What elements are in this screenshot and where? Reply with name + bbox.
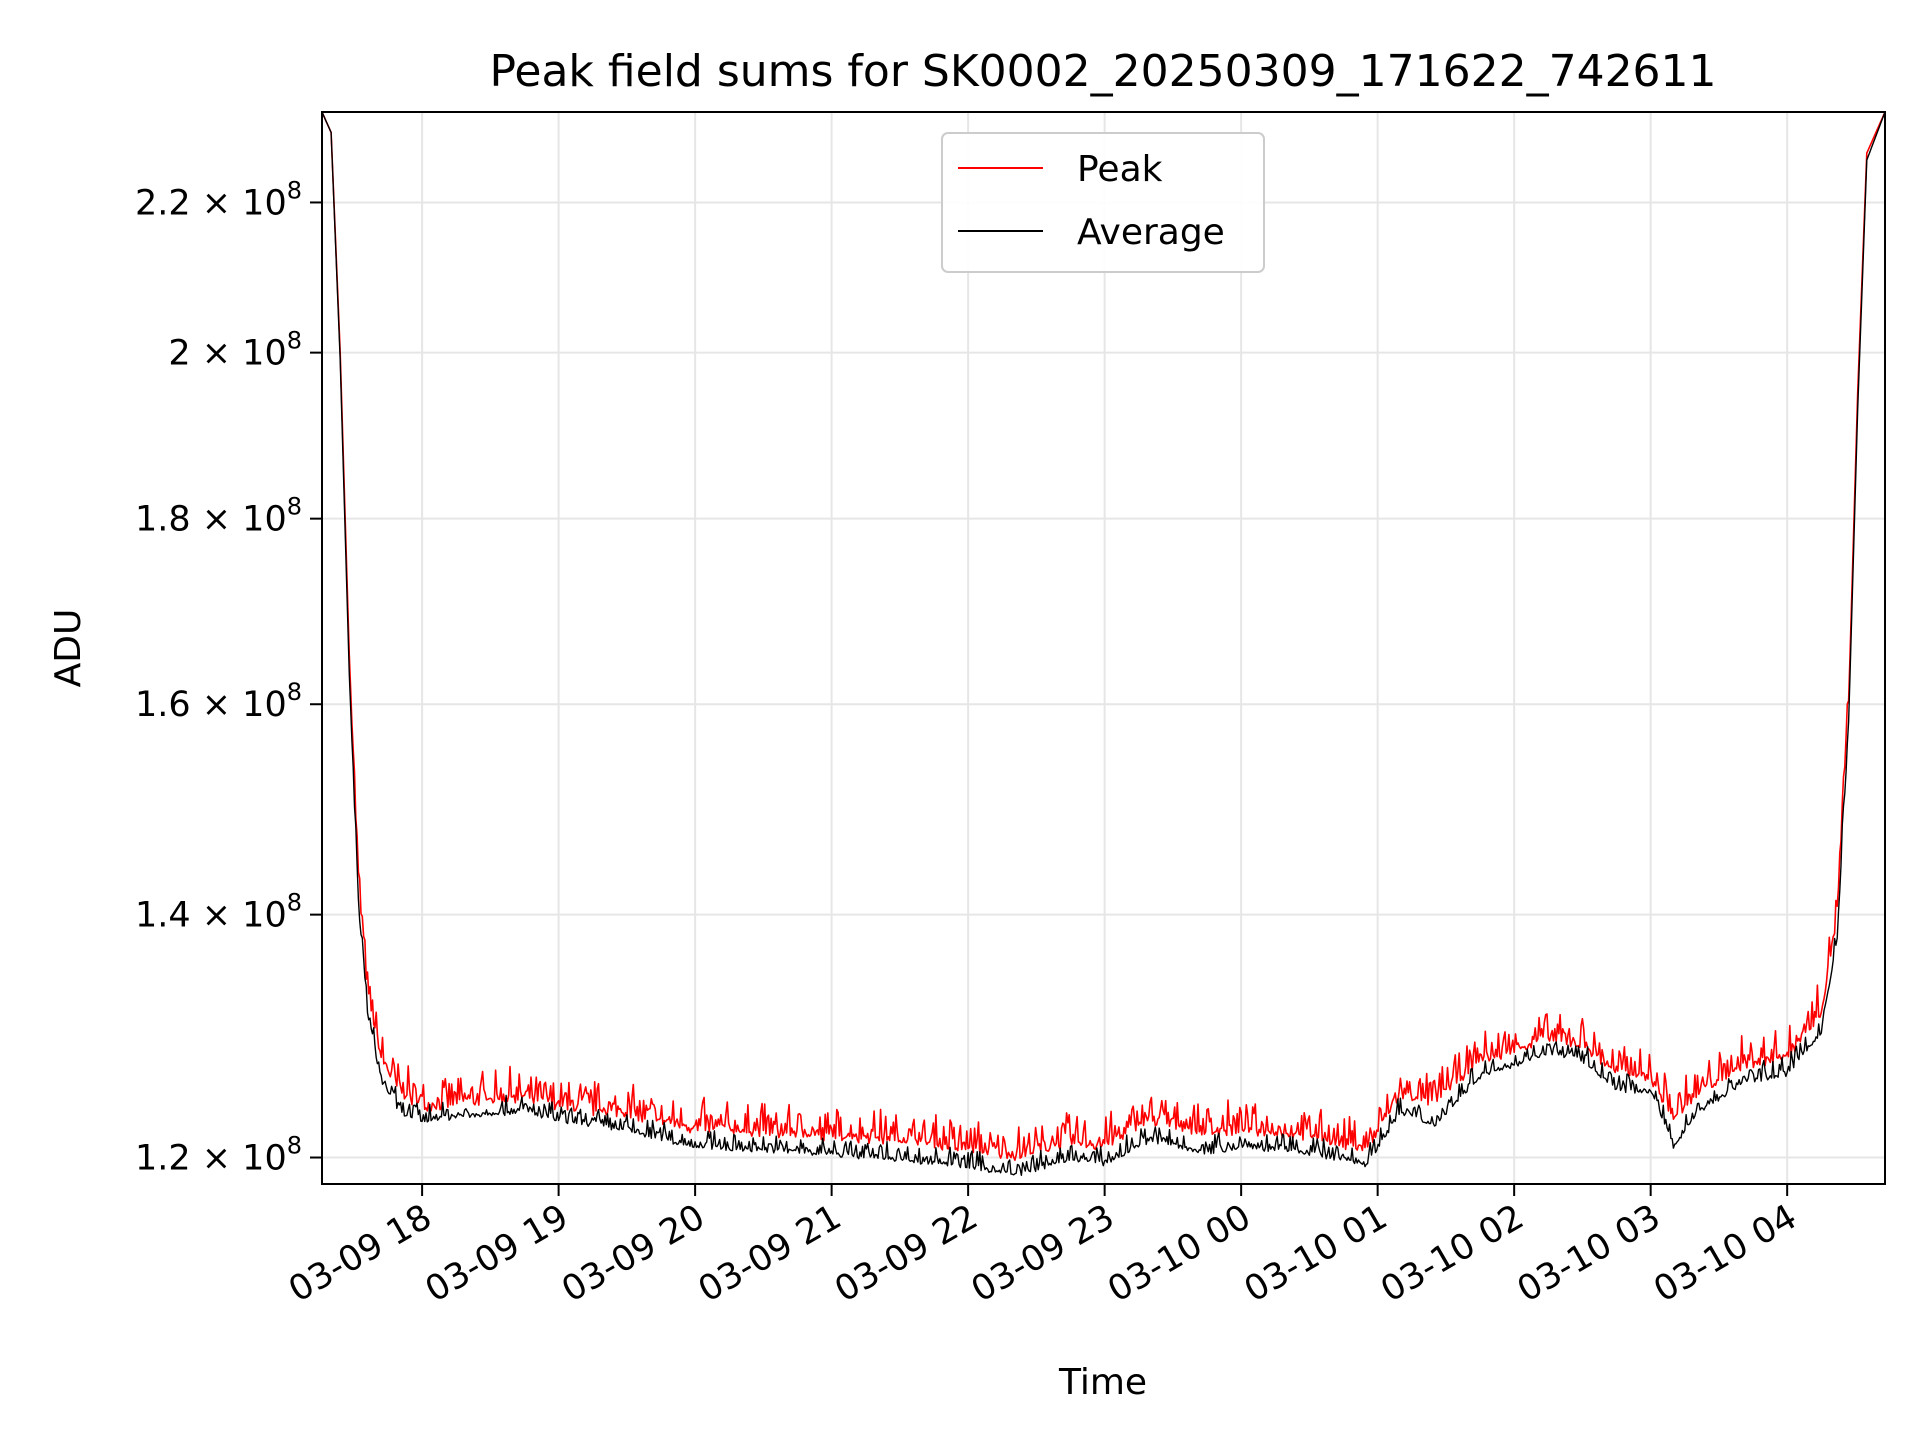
grid-lines xyxy=(322,112,1885,1184)
y-tick-label: 2.2 × 108 xyxy=(135,176,302,223)
y-tick-label: 1.2 × 108 xyxy=(135,1132,302,1179)
x-axis-label: Time xyxy=(1058,1362,1147,1403)
y-tick-label: 2 × 108 xyxy=(168,327,302,374)
y-axis: 1.2 × 108 1.4 × 108 1.6 × 108 1.8 × 108 2 × … xyxy=(135,176,322,1179)
plot-frame xyxy=(321,111,1886,1185)
chart-title: Peak field sums for SK0002_20250309_1716… xyxy=(489,46,1716,97)
legend-label-average: Average xyxy=(1077,212,1225,253)
y-tick-label: 1.4 × 108 xyxy=(135,889,302,936)
y-axis-label: ADU xyxy=(48,609,89,688)
series-line-average xyxy=(322,112,1885,1176)
legend-label-peak: Peak xyxy=(1077,149,1163,190)
legend: Peak Average xyxy=(941,132,1265,273)
y-tick-label: 1.6 × 108 xyxy=(135,678,302,725)
series-layer xyxy=(322,112,1885,1176)
y-tick-label: 1.8 × 108 xyxy=(135,493,302,540)
